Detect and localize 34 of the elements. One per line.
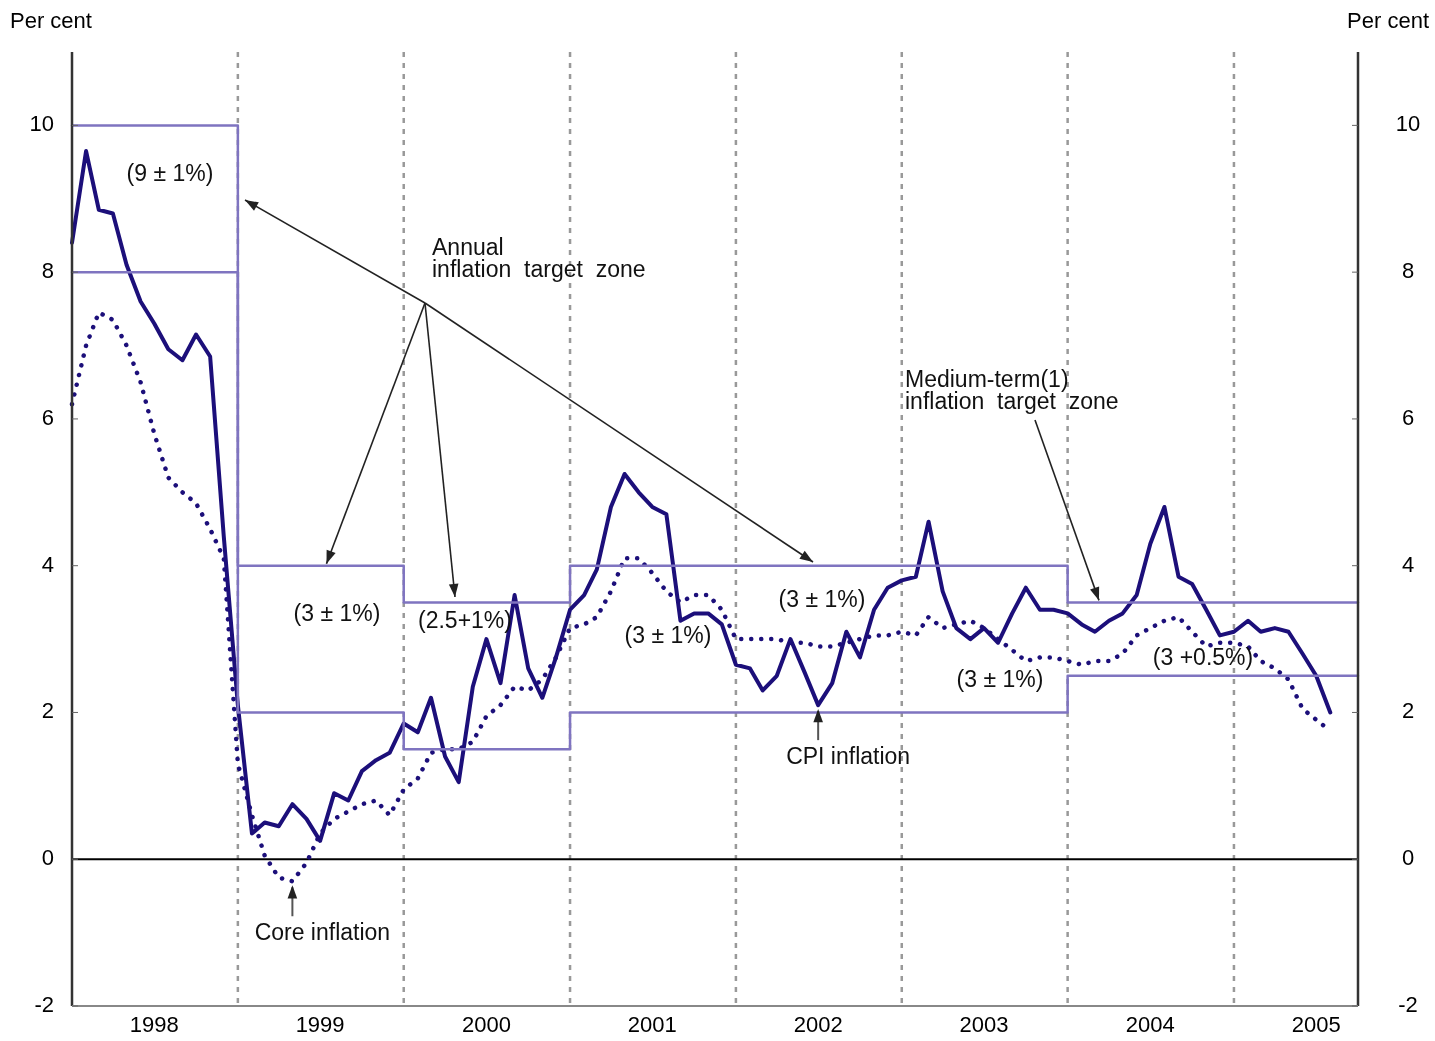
annotation: CPI inflation <box>786 743 911 770</box>
annotation: (3 ± 1%) <box>293 600 381 627</box>
y2-tick-label: 0 <box>1401 845 1415 871</box>
y2-tick-label: -2 <box>1398 991 1418 1017</box>
y2-axis-title: Per cent <box>1347 8 1429 33</box>
annotation: Annual inflation target zone <box>432 234 646 282</box>
y-tick-label: 4 <box>41 551 54 577</box>
x-tick-label: 2002 <box>793 1012 843 1037</box>
x-tick-label: 2005 <box>1291 1012 1341 1037</box>
y-tick-label: 8 <box>41 257 54 283</box>
y-tick-label: 0 <box>41 845 54 871</box>
annotation: (3 +0.5%) <box>1152 644 1254 671</box>
x-tick-label: 2004 <box>1125 1012 1175 1037</box>
annotation: (9 ± 1%) <box>126 160 214 187</box>
x-tick-label: 2001 <box>627 1012 677 1037</box>
annotation: Core inflation <box>254 919 391 946</box>
x-tick-label: 1999 <box>295 1012 345 1037</box>
annotation: (3 ± 1%) <box>624 622 712 649</box>
x-tick-label: 2000 <box>461 1012 511 1037</box>
y-tick-label: 2 <box>41 698 54 724</box>
annotation: (3 ± 1%) <box>778 586 866 613</box>
y-tick-label: 10 <box>29 111 54 137</box>
x-tick-label: 1998 <box>129 1012 179 1037</box>
y2-tick-label: 4 <box>1401 551 1415 577</box>
y-tick-label: 6 <box>41 404 54 430</box>
annotation: Medium-term(1) inflation target zone <box>905 366 1119 414</box>
y-axis-title: Per cent <box>10 8 92 33</box>
y2-tick-label: 10 <box>1395 111 1421 137</box>
y-tick-label: -2 <box>34 991 54 1017</box>
y2-tick-label: 2 <box>1401 698 1415 724</box>
y2-tick-label: 8 <box>1401 257 1415 283</box>
y2-tick-label: 6 <box>1401 404 1415 430</box>
annotation: (3 ± 1%) <box>956 666 1044 693</box>
x-tick-label: 2003 <box>959 1012 1009 1037</box>
